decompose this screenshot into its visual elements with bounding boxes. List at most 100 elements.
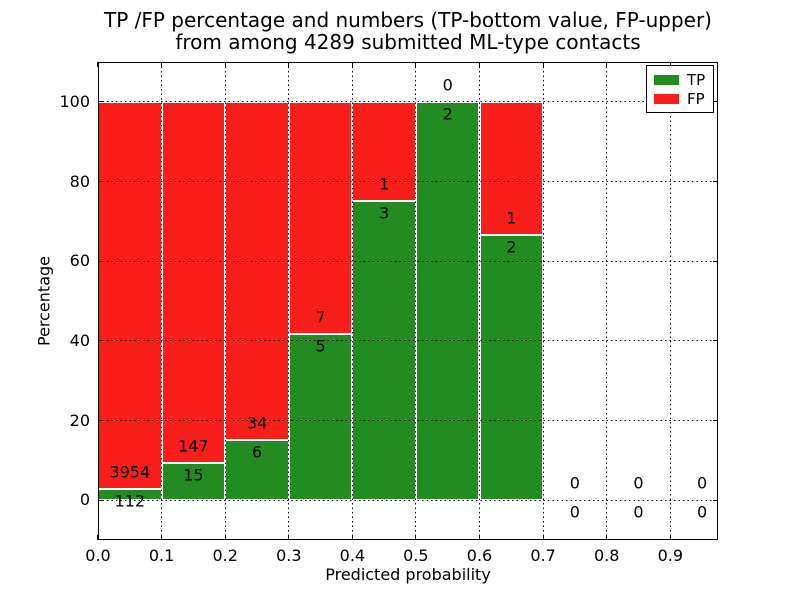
x-tick-top xyxy=(351,62,353,67)
tp-count-label: 15 xyxy=(183,465,204,485)
x-gridline xyxy=(542,62,544,540)
x-gridline xyxy=(606,62,608,540)
x-gridline xyxy=(669,62,671,540)
tp-count-label: 112 xyxy=(114,491,146,511)
tp-bar-segment xyxy=(161,463,226,501)
x-gridline xyxy=(161,62,163,540)
y-gridline xyxy=(98,260,718,262)
y-tick-label: 0 xyxy=(79,490,90,510)
fp-count-label: 0 xyxy=(569,473,580,493)
tp-count-label: 3 xyxy=(379,203,390,223)
y-tick-right xyxy=(713,101,718,103)
x-tick-top xyxy=(288,62,290,67)
x-tick-top xyxy=(478,62,481,67)
x-gridline xyxy=(288,62,290,540)
x-tick-bottom xyxy=(161,535,163,540)
y-tick-right xyxy=(713,340,718,342)
x-tick-top xyxy=(224,62,226,67)
tp-count-label: 2 xyxy=(506,237,517,257)
y-tick-left xyxy=(98,260,103,262)
x-tick-top xyxy=(97,62,99,67)
x-axis-title: Predicted probability xyxy=(325,565,491,584)
fp-count-label: 0 xyxy=(633,473,644,493)
x-tick-top xyxy=(606,62,608,67)
legend-label-tp: TP xyxy=(687,70,706,89)
y-tick-label: 60 xyxy=(69,251,90,271)
x-tick-label: 0.8 xyxy=(593,546,620,565)
fp-count-label: 0 xyxy=(442,75,453,95)
x-tick-label: 0.0 xyxy=(85,546,111,565)
tp-count-label: 2 xyxy=(442,104,453,124)
y-gridline xyxy=(98,101,718,103)
x-tick-label: 0.1 xyxy=(148,546,175,565)
x-gridline xyxy=(479,62,480,540)
y-tick-label: 100 xyxy=(59,91,90,111)
chart-title-line2: from among 4289 submitted ML-type contac… xyxy=(175,29,641,54)
y-tick-right xyxy=(713,180,718,183)
fp-count-label: 1 xyxy=(379,174,390,194)
y-tick-left xyxy=(98,499,103,501)
x-tick-bottom xyxy=(478,535,481,540)
x-tick-label: 0.9 xyxy=(657,546,684,565)
y-tick-left xyxy=(98,419,103,422)
x-tick-label: 0.7 xyxy=(530,546,556,565)
tp-count-label: 0 xyxy=(697,502,708,522)
legend-item-fp: FP xyxy=(654,91,706,107)
y-tick-left xyxy=(98,180,103,183)
legend: TP FP xyxy=(646,65,714,113)
y-gridline xyxy=(98,420,718,421)
fp-color-swatch xyxy=(654,93,679,104)
x-tick-bottom xyxy=(542,535,544,540)
x-tick-bottom xyxy=(224,535,226,540)
y-tick-left xyxy=(98,101,103,103)
fp-bar-segment xyxy=(161,101,226,464)
y-tick-right xyxy=(713,419,718,422)
x-tick-bottom xyxy=(606,535,608,540)
fp-count-label: 3954 xyxy=(109,462,151,482)
tp-count-label: 6 xyxy=(251,442,263,462)
x-tick-label: 0.5 xyxy=(403,546,429,565)
legend-item-tp: TP xyxy=(654,72,706,88)
x-tick-bottom xyxy=(415,535,417,540)
y-tick-label: 40 xyxy=(69,330,90,350)
y-tick-left xyxy=(98,340,103,342)
x-gridline xyxy=(415,62,417,540)
y-tick-label: 80 xyxy=(69,171,90,191)
y-tick-right xyxy=(713,499,718,501)
x-tick-top xyxy=(161,62,163,67)
x-gridline xyxy=(351,62,353,540)
x-tick-bottom xyxy=(669,535,671,540)
tp-bar-segment xyxy=(352,201,416,501)
x-tick-label: 0.3 xyxy=(276,546,302,565)
x-tick-label: 0.6 xyxy=(466,546,493,565)
tp-bar-segment xyxy=(288,334,353,501)
chart-title-line1: TP /FP percentage and numbers (TP-bottom… xyxy=(104,8,712,32)
plot-area: 3954 112 147 15 34 6 7 5 1 3 0 2 1 2 0 0 0 0 0 0 xyxy=(97,62,718,540)
fp-count-label: 147 xyxy=(178,436,209,456)
tp-color-swatch xyxy=(654,74,679,85)
y-gridline xyxy=(98,181,718,182)
x-tick-label: 0.4 xyxy=(339,546,366,565)
x-tick-label: 0.2 xyxy=(212,546,238,565)
y-tick-label: 20 xyxy=(69,410,90,430)
fp-count-label: 0 xyxy=(697,473,708,493)
x-tick-bottom xyxy=(97,535,99,540)
tp-bar-segment xyxy=(225,440,289,501)
x-tick-top xyxy=(542,62,544,67)
y-gridline xyxy=(98,340,718,342)
legend-label-fp: FP xyxy=(687,89,705,108)
tp-count-label: 0 xyxy=(569,502,580,522)
fp-bar-segment xyxy=(98,101,162,490)
x-gridline xyxy=(224,62,226,540)
y-tick-right xyxy=(713,260,718,262)
tp-count-label: 0 xyxy=(633,502,644,522)
x-tick-top xyxy=(415,62,417,67)
fp-bar-segment xyxy=(288,101,353,335)
fp-count-label: 7 xyxy=(315,307,326,327)
x-tick-bottom xyxy=(288,535,290,540)
tp-bar-segment xyxy=(415,101,480,501)
chart-title: TP /FP percentage and numbers (TP-bottom… xyxy=(98,8,718,54)
fp-count-label: 1 xyxy=(506,208,517,228)
fp-count-label: 34 xyxy=(246,413,268,433)
